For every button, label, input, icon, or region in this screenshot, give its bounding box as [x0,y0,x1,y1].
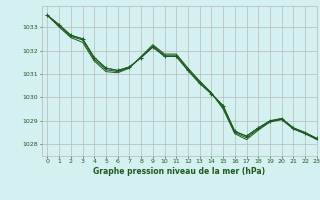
X-axis label: Graphe pression niveau de la mer (hPa): Graphe pression niveau de la mer (hPa) [93,167,265,176]
